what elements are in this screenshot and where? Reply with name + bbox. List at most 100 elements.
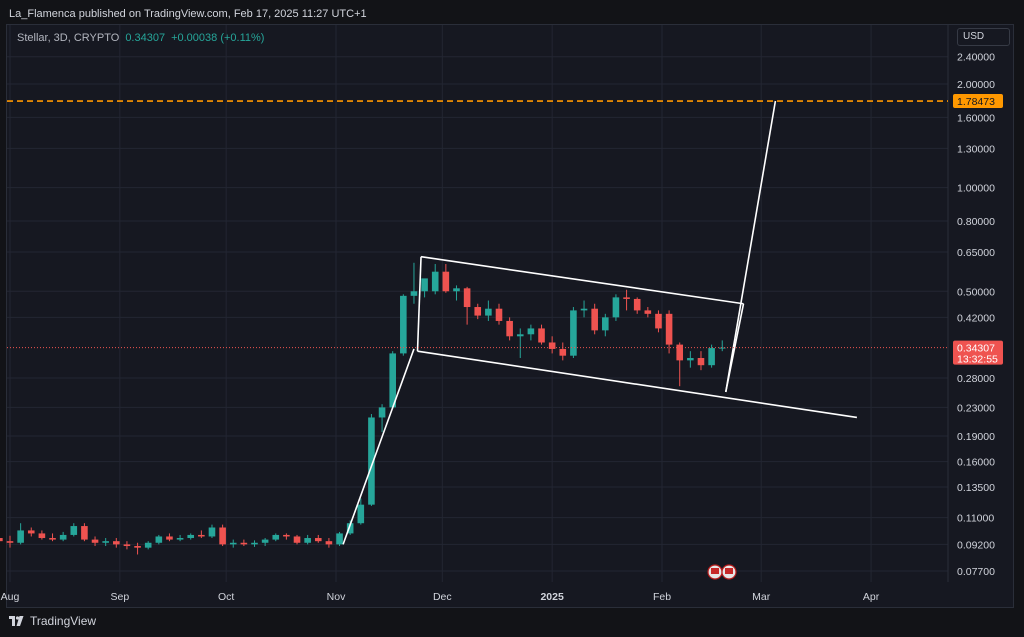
time-tick-label: Oct [218, 591, 234, 603]
candle [485, 300, 492, 321]
grid-lines [7, 25, 949, 582]
breakout-projection-line[interactable] [724, 100, 777, 393]
candle [687, 351, 694, 368]
candle-body [453, 288, 460, 292]
candle-body [410, 291, 418, 296]
candle [81, 523, 88, 542]
candle [655, 310, 662, 333]
candle-body [676, 344, 684, 361]
candle-body [697, 358, 705, 366]
candle [516, 328, 524, 359]
candle [198, 530, 205, 539]
candle-body [314, 538, 322, 542]
current-price-tag [953, 340, 1003, 365]
candle [336, 531, 343, 547]
candle [368, 414, 375, 506]
candle-body [27, 530, 35, 534]
brand-name: TradingView [30, 614, 97, 628]
candle-body [527, 328, 535, 335]
candle-body [538, 328, 545, 343]
candle-body [134, 546, 141, 548]
candle [166, 533, 173, 542]
candle-body [633, 298, 641, 311]
candle-body [708, 348, 715, 366]
candle-body [251, 542, 258, 545]
candle-body [442, 271, 450, 292]
channel-top-line[interactable] [420, 255, 744, 305]
candle [644, 307, 652, 318]
candle-body [219, 527, 226, 545]
time-tick-label: Sep [111, 591, 130, 603]
flag-event-icon[interactable] [721, 564, 737, 580]
candle-body [70, 526, 78, 535]
channel-left-line[interactable] [416, 256, 422, 352]
candle [495, 303, 503, 325]
candle-body [612, 297, 620, 318]
candle-body [623, 297, 630, 299]
candle [17, 523, 24, 545]
price-tick-label: 0.80000 [957, 216, 995, 228]
candle [6, 535, 14, 548]
price-tick-label: 1.30000 [957, 143, 995, 155]
candle [570, 307, 577, 359]
candle [59, 531, 67, 542]
candle [421, 278, 428, 298]
candle-body [559, 348, 567, 356]
candle-body [59, 534, 67, 540]
candle-body [357, 504, 365, 524]
target-price-tag-label: 1.78473 [957, 96, 995, 108]
candle-body [283, 534, 290, 537]
candle [219, 524, 226, 547]
candle [134, 542, 141, 555]
candle [708, 344, 715, 368]
time-tick-label: Apr [863, 591, 880, 603]
brand[interactable]: TradingView [9, 614, 96, 628]
candle-body [155, 536, 163, 543]
candle [527, 324, 535, 341]
candle-body [336, 533, 343, 545]
flag-event-icon[interactable] [707, 564, 723, 580]
candle [612, 294, 620, 321]
candle-body [463, 288, 471, 308]
candle [240, 539, 248, 547]
candle [208, 524, 216, 539]
chart-panel[interactable] [6, 24, 1014, 608]
candle [431, 264, 439, 295]
candle [304, 534, 311, 545]
price-axis[interactable]: 2.40000 2.00000 1.60000 1.30000 1.00000 0.800… [957, 52, 995, 578]
candle [113, 538, 120, 548]
price-tick-label: 0.07700 [957, 566, 995, 578]
candle [389, 351, 396, 409]
candle-body [580, 308, 588, 311]
candle-body [389, 353, 396, 408]
candle-body [506, 320, 513, 337]
footer-bar [0, 608, 1024, 637]
candle [538, 324, 545, 345]
candle-body [495, 308, 503, 321]
currency-button[interactable]: USD [957, 28, 1010, 46]
candle [102, 538, 109, 547]
candle [155, 534, 163, 545]
candle [187, 533, 195, 540]
symbol-legend[interactable]: Stellar, 3D, CRYPTO 0.34307 +0.00038 (+0… [17, 32, 264, 44]
candle [676, 342, 684, 387]
countdown-label: 13:32:55 [957, 354, 998, 366]
candle-body [0, 538, 3, 542]
price-tick-label: 2.00000 [957, 79, 995, 91]
candle-body [81, 526, 88, 540]
candle [38, 530, 46, 540]
candle [27, 527, 35, 537]
candle [357, 498, 365, 525]
candle [378, 404, 386, 433]
candle-body [718, 347, 726, 349]
time-tick-label: Mar [752, 591, 771, 603]
time-tick-label: Aug [1, 591, 20, 603]
candle-body [602, 317, 609, 331]
channel-bottom-line[interactable] [417, 350, 858, 419]
price-tick-label: 0.28000 [957, 373, 995, 385]
drawings[interactable] [342, 100, 858, 545]
flagpole-line[interactable] [342, 348, 415, 545]
candle-body [293, 536, 301, 543]
event-markers[interactable] [707, 564, 737, 580]
